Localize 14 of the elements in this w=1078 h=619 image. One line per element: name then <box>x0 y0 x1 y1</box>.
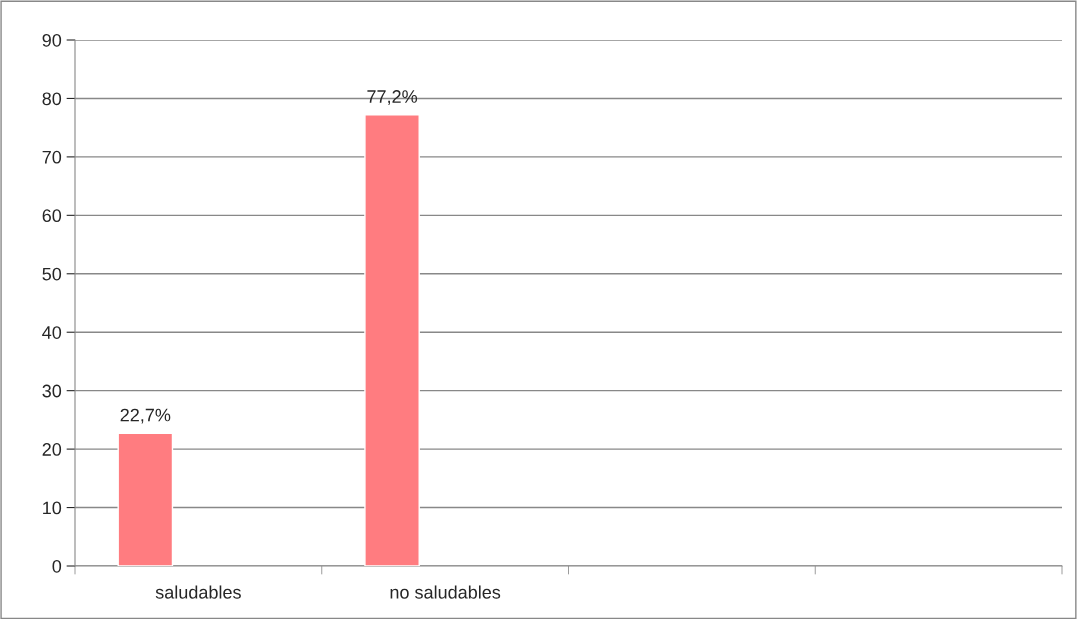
y-tick-label: 60 <box>42 209 62 223</box>
y-tick-label: 0 <box>52 559 62 573</box>
y-tick-label: 70 <box>42 150 62 164</box>
data-label: 22,7% <box>120 408 171 424</box>
x-tick-label: no saludables <box>390 585 501 599</box>
y-tick-label: 50 <box>42 267 62 281</box>
y-tick-label: 20 <box>42 443 62 456</box>
y-tick-label: 80 <box>42 92 62 106</box>
x-tick-label: saludables <box>155 585 241 599</box>
y-tick-label: 10 <box>43 501 62 515</box>
data-label: 77,2% <box>367 90 418 106</box>
y-tick-label: 90 <box>42 33 62 47</box>
y-tick-label: 30 <box>42 384 62 398</box>
y-tick-label: 40 <box>42 326 62 339</box>
